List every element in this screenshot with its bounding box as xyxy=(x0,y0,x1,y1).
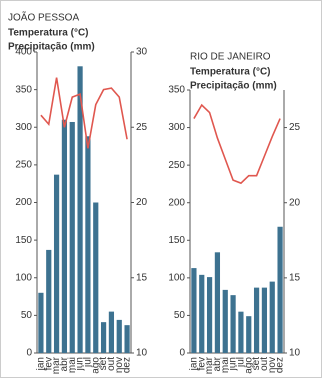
x-tick-label: ago xyxy=(90,357,101,374)
y-tick-label: 100 xyxy=(168,272,185,283)
x-tick-label: jan xyxy=(189,357,200,371)
bar xyxy=(108,311,115,353)
bar xyxy=(206,277,213,353)
bar xyxy=(116,319,122,353)
bar xyxy=(222,289,228,353)
x-tick-label: nov xyxy=(267,357,278,373)
bar xyxy=(77,66,83,354)
bar xyxy=(124,325,130,353)
y-tick-label: 300 xyxy=(15,122,32,133)
y2-tick-label: 20 xyxy=(136,197,148,208)
x-tick-label: set xyxy=(98,357,109,371)
bar xyxy=(61,119,68,353)
bar xyxy=(246,316,252,353)
bar xyxy=(269,281,275,353)
bar xyxy=(253,287,260,353)
temperature-line xyxy=(40,77,128,149)
x-tick-label: mai xyxy=(220,357,231,373)
y2-tick-label: 30 xyxy=(136,47,148,58)
x-tick-label: abr xyxy=(212,356,223,371)
y-tick-label: 350 xyxy=(168,85,185,96)
y-tick-label: 400 xyxy=(15,47,32,58)
y-tick-label: 350 xyxy=(15,84,32,95)
bar xyxy=(38,292,44,353)
x-tick-label: jun xyxy=(228,357,239,371)
bar xyxy=(199,274,205,353)
x-tick-label: dez xyxy=(122,357,133,373)
bar xyxy=(46,249,52,353)
y2-tick-label: 15 xyxy=(136,272,148,283)
y-tick-label: 50 xyxy=(21,310,33,321)
y-tick-label: 50 xyxy=(174,310,186,321)
x-tick-label: fev xyxy=(43,357,54,370)
legend-entry: Temperatura (°C) xyxy=(8,28,89,39)
bar xyxy=(261,287,268,353)
y-tick-label: 250 xyxy=(168,160,185,171)
bar xyxy=(214,252,221,353)
bar xyxy=(100,322,107,353)
x-tick-label: jul xyxy=(236,357,247,368)
x-tick-label: set xyxy=(251,357,262,371)
y-tick-label: 300 xyxy=(168,122,185,133)
chart-title: RIO DE JANEIRO xyxy=(190,52,271,63)
bar xyxy=(69,121,75,353)
x-tick-label: fev xyxy=(196,357,207,370)
x-tick-label: mar xyxy=(51,356,62,374)
y2-tick-label: 25 xyxy=(289,122,301,133)
bar xyxy=(191,268,197,353)
chart-title: JOÃO PESSOA xyxy=(8,11,79,24)
x-tick-label: abr xyxy=(59,356,70,371)
x-tick-label: nov xyxy=(114,357,125,373)
y2-tick-label: 20 xyxy=(289,197,301,208)
y-tick-label: 0 xyxy=(26,348,32,359)
bar xyxy=(53,174,60,353)
x-tick-label: out xyxy=(259,357,270,371)
y-tick-label: 200 xyxy=(168,197,185,208)
x-tick-label: dez xyxy=(275,357,286,373)
x-tick-label: jan xyxy=(36,357,47,371)
bar xyxy=(230,295,236,353)
x-tick-label: jul xyxy=(83,357,94,368)
bar xyxy=(93,202,99,353)
x-tick-label: jun xyxy=(75,357,86,371)
y2-tick-label: 15 xyxy=(289,272,301,283)
y2-tick-label: 25 xyxy=(136,122,148,133)
y-tick-label: 250 xyxy=(15,160,32,171)
y-tick-label: 150 xyxy=(168,235,185,246)
legend-entry: Precipitação (mm) xyxy=(190,81,277,92)
bar xyxy=(85,136,91,353)
y-tick-label: 200 xyxy=(15,197,32,208)
y2-tick-label: 10 xyxy=(136,348,148,359)
x-tick-label: mai xyxy=(67,357,78,373)
y2-tick-label: 10 xyxy=(289,348,301,359)
bar xyxy=(238,311,244,353)
x-tick-label: ago xyxy=(243,357,254,374)
temperature-line xyxy=(193,103,281,185)
x-tick-label: out xyxy=(106,357,117,371)
y-tick-label: 0 xyxy=(179,348,185,359)
x-tick-label: mar xyxy=(204,356,215,374)
y-tick-label: 150 xyxy=(15,235,32,246)
y-tick-label: 100 xyxy=(15,272,32,283)
bar xyxy=(277,226,283,353)
legend-entry: Temperatura (°C) xyxy=(190,67,271,78)
legend-entry: Precipitação (mm) xyxy=(8,42,95,53)
